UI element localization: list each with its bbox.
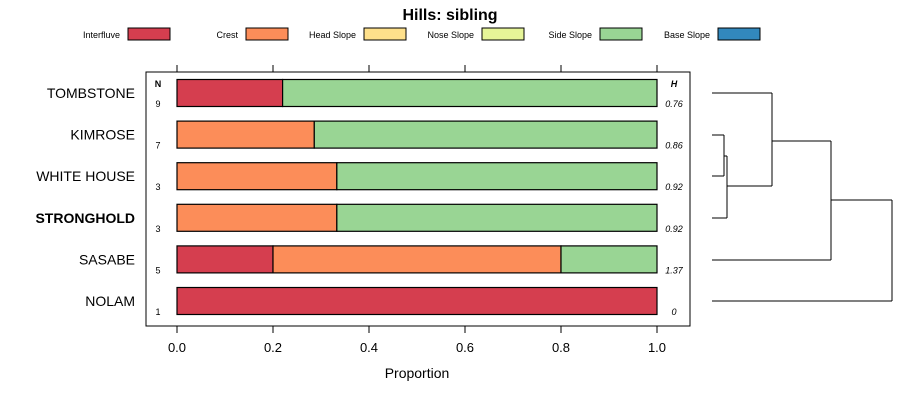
legend: Interfluve Crest Head Slope Nose Slope Side … — [83, 27, 761, 41]
legend-label-base-slope: Base Slope — [664, 30, 710, 40]
row-h-kimrose: 0.86 — [665, 141, 683, 151]
chart-title: Hills: sibling — [402, 7, 497, 24]
bar-rows: TOMBSTONE 9 0.76 KIMROSE 7 0.86 WHITE HOUSE 3 0.… — [35, 78, 684, 317]
row-label-kimrose: KIMROSE — [70, 127, 135, 143]
n-header: N — [155, 79, 162, 89]
legend-label-crest: Crest — [216, 30, 238, 40]
bar-segment-sasabe-side-slope — [560, 245, 658, 274]
x-tick-label: 1.0 — [648, 340, 666, 355]
row-n-white-house: 3 — [155, 182, 160, 192]
legend-swatch-side-slope — [599, 27, 643, 41]
bar-segment-kimrose-side-slope — [313, 120, 658, 149]
legend-swatch-interfluve — [127, 27, 171, 41]
bar-segment-sasabe-interfluve — [176, 245, 274, 274]
legend-swatch-head-slope — [363, 27, 407, 41]
x-axis: 0.0 0.2 0.4 0.6 0.8 1.0 — [168, 65, 666, 355]
row-label-nolam: NOLAM — [85, 293, 135, 309]
legend-label-nose-slope: Nose Slope — [427, 30, 474, 40]
bar-segment-stronghold-crest — [176, 203, 338, 232]
bar-segment-stronghold-side-slope — [336, 203, 658, 232]
bar-segment-kimrose-crest — [176, 120, 315, 149]
x-tick-label: 0.0 — [168, 340, 186, 355]
legend-swatch-nose-slope — [481, 27, 525, 41]
legend-label-side-slope: Side Slope — [548, 30, 592, 40]
row-h-tombstone: 0.76 — [665, 99, 683, 109]
h-header: H — [671, 79, 678, 89]
row-label-tombstone: TOMBSTONE — [47, 85, 135, 101]
bar-segment-nolam-interfluve — [176, 286, 658, 316]
row-n-nolam: 1 — [155, 307, 160, 317]
bar-segment-tombstone-interfluve — [176, 78, 284, 108]
row-n-kimrose: 7 — [155, 141, 160, 151]
x-axis-label: Proportion — [385, 365, 450, 381]
legend-swatch-crest — [245, 27, 289, 41]
bar-segment-sasabe-crest — [272, 245, 562, 274]
legend-label-head-slope: Head Slope — [309, 30, 356, 40]
plot-frame — [145, 71, 691, 327]
x-tick-label: 0.4 — [360, 340, 378, 355]
x-tick-label: 0.8 — [552, 340, 570, 355]
row-h-stronghold: 0.92 — [665, 224, 683, 234]
row-h-nolam: 0 — [671, 307, 676, 317]
row-label-stronghold: STRONGHOLD — [35, 210, 135, 226]
bar-segment-white-house-crest — [176, 162, 338, 191]
row-h-white-house: 0.92 — [665, 182, 683, 192]
legend-label-interfluve: Interfluve — [83, 30, 120, 40]
row-label-white-house: WHITE HOUSE — [36, 168, 135, 184]
dendrogram — [712, 92, 893, 302]
row-n-sasabe: 5 — [155, 265, 160, 275]
bar-segment-white-house-side-slope — [336, 162, 658, 191]
x-tick-label: 0.6 — [456, 340, 474, 355]
legend-swatch-base-slope — [717, 27, 761, 41]
row-n-stronghold: 3 — [155, 224, 160, 234]
row-label-sasabe: SASABE — [79, 251, 135, 267]
row-h-sasabe: 1.37 — [665, 265, 684, 275]
row-n-tombstone: 9 — [155, 99, 160, 109]
bar-segment-tombstone-side-slope — [282, 78, 658, 108]
x-tick-label: 0.2 — [264, 340, 282, 355]
